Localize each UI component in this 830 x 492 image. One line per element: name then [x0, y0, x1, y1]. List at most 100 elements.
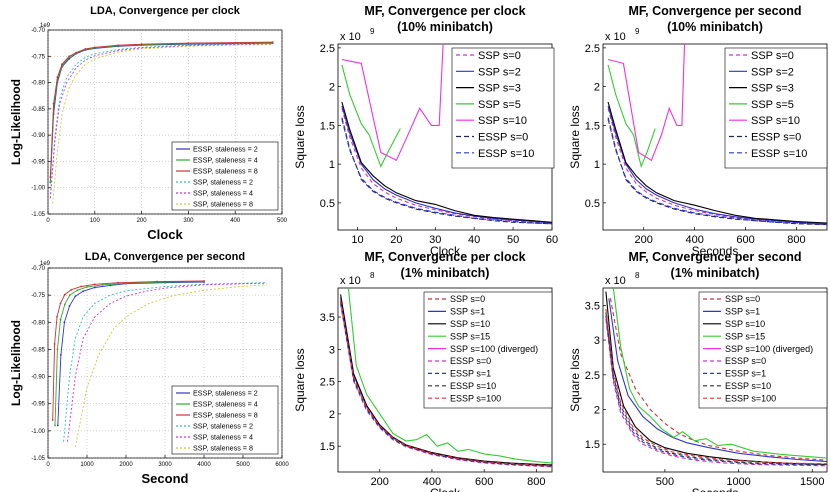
series-point [80, 285, 83, 288]
series-point [56, 424, 59, 427]
y-axis-label: Square loss [293, 105, 307, 168]
series-point [54, 424, 56, 427]
x-tick-label: 100 [90, 218, 101, 224]
series-point [68, 55, 70, 58]
chart-panel-2: LDA, Convergence per second 0 1000 2000 3000… [0, 246, 290, 492]
series-point [59, 353, 62, 356]
legend-label: ESSP s=0 [725, 356, 766, 366]
y-tick-label: -1.05 [31, 456, 45, 462]
legend-label: SSP, staleness = 4 [193, 433, 253, 442]
series-point [187, 42, 190, 45]
y-tick-label: 1 [329, 159, 335, 171]
x-tick-label: 0 [46, 462, 50, 468]
chart-svg-5: MF, Convergence per clock (1% minibatch) 2… [293, 250, 553, 492]
y-tick-label: -1.00 [31, 186, 45, 192]
y-tick-label: -0.75 [31, 54, 45, 60]
y-axis-label: Square loss [568, 105, 582, 168]
legend-label: SSP s=2 [478, 66, 521, 78]
series-point [68, 294, 71, 297]
y-tick-label: 0.5 [585, 198, 600, 210]
x-tick-label: 6000 [275, 462, 289, 468]
series-line-2 [341, 105, 552, 224]
x-axis-label: Clock [430, 244, 461, 258]
chart-title: MF, Convergence per second [629, 250, 802, 264]
legend-label: SSP s=3 [751, 83, 794, 95]
y-tick-label: 3 [594, 335, 600, 347]
series-line-1 [341, 108, 552, 225]
axis-exponent-power: 8 [635, 271, 640, 280]
series-line-7 [607, 119, 827, 226]
y-tick-label: 1.5 [585, 120, 600, 132]
y-tick-label: -0.75 [31, 293, 45, 299]
series-point [53, 343, 56, 345]
series-line-3 [341, 101, 552, 223]
series-point [234, 41, 237, 44]
legend-label: SSP s=0 [478, 50, 521, 62]
x-tick-label: 300 [183, 218, 194, 224]
legend-label: ESSP, staleness = 8 [193, 167, 258, 176]
x-tick-label: 400 [230, 218, 241, 224]
series-line-5 [49, 43, 273, 199]
series-line-5 [607, 44, 686, 162]
series-point [117, 44, 120, 47]
axis-exponent: x 10 [340, 31, 361, 43]
axis-exponent-power: 9 [635, 27, 640, 36]
x-tick-label: 400 [423, 476, 441, 488]
legend-label: ESSP, staleness = 4 [193, 400, 258, 409]
y-tick-label: 3.5 [320, 312, 335, 324]
chart-panel-6: MF, Convergence per second (1% minibatch)… [565, 246, 830, 492]
y-tick-label: 2 [329, 409, 335, 421]
y-tick-label: -0.90 [31, 375, 45, 381]
y-tick-label: -0.90 [31, 133, 45, 139]
chart-subtitle: (10% minibatch) [667, 20, 763, 34]
legend-label: SSP s=10 [751, 115, 800, 127]
x-tick-label: 800 [787, 234, 805, 246]
y-tick-label: -0.95 [31, 159, 45, 165]
legend-label: SSP s=5 [478, 99, 521, 111]
legend-label: ESSP s=10 [751, 148, 807, 160]
series-point [156, 280, 159, 283]
y-tick-label: -0.70 [31, 266, 45, 272]
series-point [63, 321, 66, 324]
series-point [117, 281, 120, 284]
legend-label: SSP s=2 [751, 66, 794, 78]
legend-label: SSP s=0 [450, 294, 485, 304]
y-tick-label: -0.85 [31, 107, 45, 113]
series-point [93, 283, 96, 286]
series-line-6 [341, 117, 552, 225]
series-point [82, 290, 84, 293]
series-point [86, 286, 88, 288]
series-line-9 [340, 300, 552, 467]
x-tick-label: 3000 [158, 462, 172, 468]
x-axis-label: Seconds [692, 486, 739, 492]
series-point [74, 295, 77, 298]
y-tick-label: -1.05 [31, 212, 45, 218]
legend-label: ESSP s=1 [450, 369, 491, 379]
x-tick-label: 500 [277, 218, 288, 224]
x-tick-label: 600 [736, 234, 754, 246]
y-tick-label: -0.70 [31, 28, 45, 34]
x-tick-label: 2000 [119, 462, 133, 468]
series-point [84, 48, 87, 50]
x-tick-label: 200 [635, 234, 653, 246]
y-axis-label: Log-Likelihood [9, 79, 23, 165]
legend-label: SSP s=3 [478, 83, 521, 95]
chart-svg-1: LDA, Convergence per clock 0 100 200 300 400 5… [9, 5, 288, 242]
legend-label: SSP s=10 [450, 319, 490, 329]
axis-exponent: x 10 [605, 275, 626, 287]
series-line-6 [74, 284, 267, 448]
legend-label: SSP s=10 [725, 319, 765, 329]
y-tick-label: 2.5 [585, 370, 600, 382]
y-tick-label: 2.5 [320, 43, 335, 55]
y-tick-label: 2 [329, 82, 335, 94]
y-tick-label: 1.5 [320, 441, 335, 453]
series-point [203, 280, 205, 282]
legend-label: SSP s=15 [450, 331, 490, 341]
y-axis-label: Square loss [568, 348, 582, 411]
series-line-9 [605, 308, 827, 465]
x-tick-label: 30 [429, 234, 441, 246]
legend-label: ESSP, staleness = 2 [193, 389, 258, 398]
y-tick-label: -0.80 [31, 81, 45, 87]
chart-subtitle: (1% minibatch) [671, 266, 760, 280]
legend-box [451, 47, 555, 169]
